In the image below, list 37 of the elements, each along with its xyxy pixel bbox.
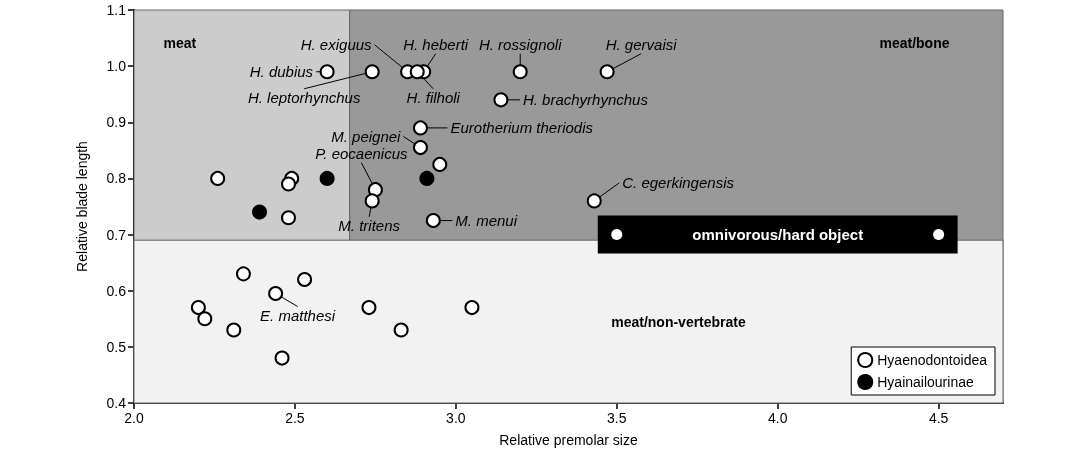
annotation: H. leptorhynchus	[247, 89, 361, 107]
x-tick-label: 3.0	[446, 410, 466, 426]
y-tick-label: 0.7	[106, 226, 127, 243]
band-label: meat/bone	[879, 34, 950, 51]
annotation: Eurotherium theriodis	[450, 119, 594, 137]
annotation: H. rossignoli	[478, 36, 563, 54]
y-tick-label: 0.9	[106, 114, 127, 131]
legend-label: Hyainailourinae	[877, 374, 974, 390]
annotation: H. brachyrhynchus	[522, 91, 649, 109]
annotation: H. exiguus	[300, 36, 373, 54]
series-label: omnivorous/hard object	[692, 226, 864, 244]
annotation: M. menui	[455, 212, 518, 230]
annotation: H. gervaisi	[605, 36, 678, 54]
band-label: meat/non-vertebrate	[611, 313, 747, 330]
x-tick-label: 3.5	[607, 410, 627, 426]
x-tick-label: 4.5	[928, 410, 949, 426]
annotation: P. eocaenicus	[315, 145, 409, 163]
y-tick-label: 0.8	[106, 170, 127, 187]
annotation: M. peignei	[331, 128, 402, 146]
annotation: E. matthesi	[260, 307, 336, 325]
x-tick-label: 2.5	[285, 410, 305, 426]
annotation: M. tritens	[338, 217, 401, 235]
annotation: H. heberti	[403, 36, 469, 54]
y-tick-label: 0.4	[106, 395, 127, 411]
legend-label: Hyaenodontoidea	[877, 352, 988, 368]
annotation: H. filholi	[406, 89, 461, 107]
band-label: meat	[163, 34, 197, 51]
x-axis-title: Relative premolar size	[499, 432, 638, 448]
x-tick-label: 4.0	[767, 410, 788, 426]
y-tick-label: 0.5	[106, 338, 127, 355]
y-axis-title: Relative blade length	[74, 141, 90, 272]
y-tick-label: 1.0	[106, 58, 127, 75]
y-tick-label: 0.6	[106, 282, 127, 299]
y-tick-label: 1.1	[106, 2, 127, 18]
annotation: C. egerkingensis	[622, 174, 735, 192]
annotation: H. dubius	[249, 63, 314, 81]
x-tick-label: 2.0	[124, 410, 144, 426]
